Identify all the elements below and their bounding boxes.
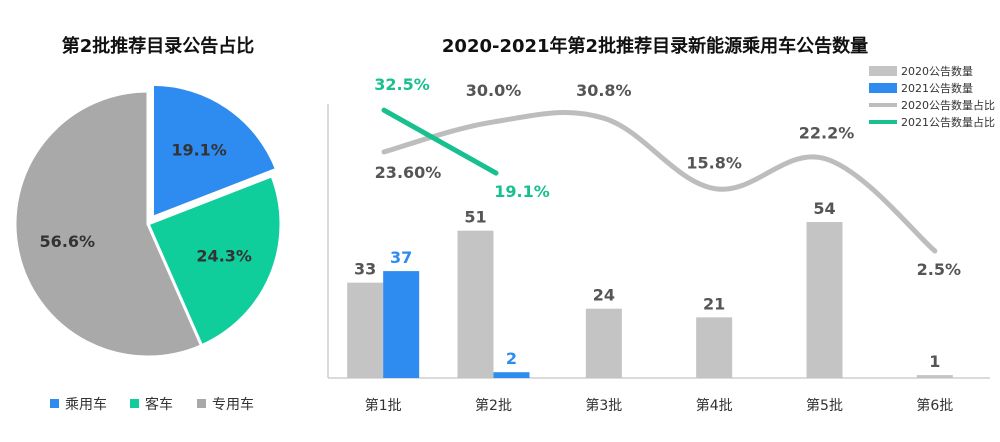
combo-legend-item-2: 2020公告数量占比 xyxy=(869,98,995,112)
legend-swatch xyxy=(50,399,59,408)
combo-legend-item-0: 2020公告数量 xyxy=(869,65,973,78)
legend-swatch xyxy=(130,399,139,408)
pie-slice-label: 24.3% xyxy=(196,247,252,266)
line-2020-label: 30.8% xyxy=(576,81,632,100)
line-2020-share xyxy=(381,109,938,254)
bar-2020 xyxy=(585,308,622,378)
legend-label: 专用车 xyxy=(212,396,254,413)
legend-swatch xyxy=(197,399,206,408)
pie-legend-item-special: 专用车 xyxy=(197,396,254,413)
bar-2020-label: 24 xyxy=(593,286,615,305)
pie-chart-title: 第2批推荐目录公告占比 xyxy=(62,35,255,57)
x-tick-label: 第1批 xyxy=(365,397,402,414)
bar-2021-label: 37 xyxy=(390,248,412,267)
legend-label: 2021公告数量 xyxy=(901,82,973,95)
combo-chart: 2020-2021年第2批推荐目录新能源乘用车公告数量 第1批 第2批 第3批 第4批… xyxy=(327,35,995,414)
pie-slices: 19.1% 24.3% 56.6% xyxy=(13,82,283,359)
x-tick-label: 第4批 xyxy=(696,397,733,414)
bar-2020-label: 1 xyxy=(929,352,940,371)
combo-lines: 23.60% 30.0% 30.8% 15.8% 22.2% 2.5% 32.5% 19.1% xyxy=(374,75,961,279)
bar-2020 xyxy=(457,230,494,378)
bar-2020 xyxy=(347,282,384,378)
pie-slice-label: 19.1% xyxy=(171,140,227,159)
line-2020-label: 22.2% xyxy=(799,124,855,143)
combo-legend-item-1: 2021公告数量 xyxy=(869,82,973,95)
pie-chart: 第2批推荐目录公告占比 19.1% 24.3% 56.6% 乘用车 客车 专用车 xyxy=(13,35,283,413)
line-2021-share xyxy=(381,107,499,176)
bar-2021 xyxy=(493,372,530,378)
bar-2020-label: 54 xyxy=(813,199,835,218)
bar-2021-label: 2 xyxy=(506,349,517,368)
pie-legend-item-passenger: 乘用车 xyxy=(50,396,107,413)
pie-legend-item-bus: 客车 xyxy=(130,396,173,413)
legend-label: 2021公告数量占比 xyxy=(901,115,995,129)
bar-2020 xyxy=(696,317,733,378)
x-tick-label: 第3批 xyxy=(585,397,622,414)
combo-legend: 2020公告数量 2021公告数量 2020公告数量占比 2021公告数量占比 xyxy=(869,65,995,129)
legend-label: 客车 xyxy=(145,396,173,413)
bar-2020 xyxy=(806,222,843,378)
line-2020-label: 15.8% xyxy=(686,154,742,173)
x-tick-label: 第2批 xyxy=(475,397,512,414)
combo-chart-title: 2020-2021年第2批推荐目录新能源乘用车公告数量 xyxy=(442,35,868,57)
bar-2020-label: 21 xyxy=(703,294,725,313)
bar-2020-label: 33 xyxy=(354,260,376,279)
legend-label: 乘用车 xyxy=(65,396,107,413)
x-tick-label: 第6批 xyxy=(916,397,953,414)
combo-legend-item-3: 2021公告数量占比 xyxy=(869,115,995,129)
legend-swatch xyxy=(869,83,897,93)
legend-swatch xyxy=(869,66,897,76)
bar-2021 xyxy=(383,271,420,378)
combo-bars: 33 37 51 2 24 21 54 1 xyxy=(347,199,953,378)
combo-axes: 第1批 第2批 第3批 第4批 第5批 第6批 xyxy=(327,104,990,414)
pie-slice-special xyxy=(13,89,204,359)
pie-slice-passenger xyxy=(151,82,279,220)
pie-legend: 乘用车 客车 专用车 xyxy=(50,396,254,413)
line-2020-label: 2.5% xyxy=(917,260,961,279)
legend-label: 2020公告数量 xyxy=(901,65,973,78)
pie-slice-label: 56.6% xyxy=(40,232,96,251)
legend-label: 2020公告数量占比 xyxy=(901,98,995,112)
line-2020-label: 23.60% xyxy=(375,163,442,182)
bar-2020 xyxy=(916,375,953,378)
line-2021-label: 19.1% xyxy=(494,182,550,201)
x-tick-label: 第5批 xyxy=(806,397,843,414)
line-2021-label: 32.5% xyxy=(374,75,430,94)
pie-slice-bus xyxy=(145,173,283,348)
bar-2020-label: 51 xyxy=(464,208,486,227)
line-2020-label: 30.0% xyxy=(466,81,522,100)
